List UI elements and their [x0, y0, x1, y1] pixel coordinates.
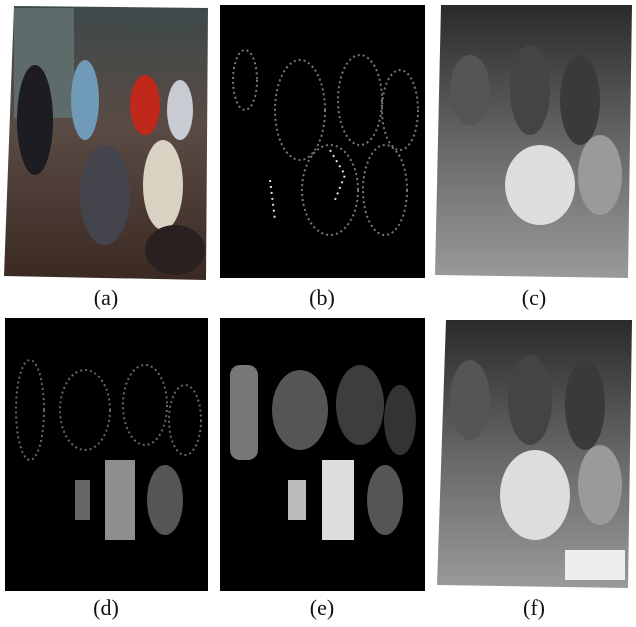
- panel-a: [4, 6, 208, 280]
- caption: (c): [522, 285, 546, 310]
- figure: (a) (b) (c) (d) (e) (f): [0, 0, 636, 627]
- panel-d: [5, 318, 208, 591]
- caption: (a): [94, 285, 118, 310]
- caption: (f): [523, 595, 545, 620]
- caption: (b): [309, 285, 335, 310]
- caption: (e): [310, 595, 334, 620]
- panel-e: [220, 318, 425, 591]
- panel-f: [437, 320, 632, 588]
- panel-b: [220, 5, 425, 278]
- panel-c: [435, 5, 632, 278]
- caption: (d): [93, 595, 119, 620]
